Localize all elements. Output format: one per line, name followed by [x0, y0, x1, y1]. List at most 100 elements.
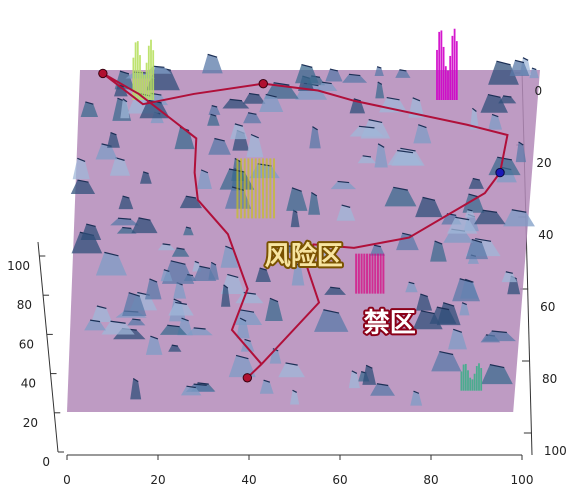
terrain-ridge [439, 350, 454, 356]
terrain-hill [488, 61, 519, 85]
y-tick-label: 0 [535, 84, 543, 98]
terrain-ridge [77, 179, 89, 183]
terrain-hill [309, 126, 321, 149]
terrain-hill [168, 302, 194, 316]
terrain-hill [273, 245, 300, 253]
terrain-hill [375, 81, 385, 99]
terrain-ridge [322, 81, 332, 85]
terrain-hill [183, 274, 197, 282]
terrain-ridge [234, 123, 244, 127]
terrain-ridge [362, 155, 372, 158]
terrain-hill [265, 298, 283, 322]
terrain-hill [430, 241, 447, 262]
terrain-hill [197, 169, 212, 190]
terrain-ridge [522, 57, 529, 61]
z-tick-label: 60 [19, 337, 34, 351]
terrain-ridge [128, 292, 140, 297]
terrain-hill [130, 378, 142, 400]
terrain-ridge [489, 364, 505, 369]
terrain-hill [474, 210, 506, 225]
terrain-hill [236, 318, 250, 339]
terrain-ridge [77, 157, 86, 163]
terrain-ridge [380, 313, 394, 318]
terrain-hill [314, 309, 349, 332]
terrain-ridge [223, 284, 229, 289]
terrain-ridge [96, 305, 107, 309]
terrain-ridge [162, 243, 171, 246]
terrain-hill [114, 84, 128, 97]
terrain-ridge [482, 209, 498, 213]
route-line [102, 72, 509, 379]
terrain-ridge [311, 192, 318, 197]
terrain-hill [249, 163, 280, 179]
terrain-ridge [207, 53, 218, 58]
terrain-ridge [176, 247, 185, 250]
terrain-hill [139, 100, 170, 119]
z-tick-label: 20 [23, 416, 38, 430]
terrain-ridge [150, 335, 159, 340]
terrain-ridge [443, 302, 455, 307]
y-tick-label: 100 [544, 444, 567, 458]
terrain-hill [416, 294, 433, 311]
terrain-hill [330, 181, 357, 190]
terrain-ridge [171, 344, 178, 347]
z-tick-label: 0 [42, 455, 50, 469]
terrain-hill [501, 271, 517, 283]
terrain-ridge [115, 157, 125, 161]
terrain-ridge [351, 370, 358, 374]
terrain-hill [431, 351, 462, 372]
terrain-hill [242, 93, 266, 104]
terrain-ridge [497, 156, 512, 161]
terrain-hill [412, 310, 443, 330]
terrain-ridge [291, 187, 302, 192]
terrain-ridge [138, 217, 151, 221]
y-tick-label: 80 [542, 372, 557, 386]
terrain-ridge [227, 273, 239, 278]
terrain-hill [101, 321, 135, 335]
terrain-hill [193, 266, 217, 282]
terrain-ridge [280, 244, 293, 247]
terrain-ridge [239, 317, 247, 322]
terrain-hill [246, 134, 264, 158]
terrain-ridge [376, 383, 389, 387]
terrain-ridge [365, 364, 373, 369]
x-tick-label: 20 [150, 473, 165, 487]
terrain-ridge [348, 73, 361, 77]
terrain-hill [288, 250, 301, 262]
terrain-ridge [491, 113, 499, 118]
x-tick-label: 80 [423, 473, 438, 487]
x-tick-label: 100 [511, 473, 534, 487]
terrain-hill [202, 54, 223, 74]
terrain-ridge [259, 267, 267, 271]
terrain-ridge [505, 271, 513, 274]
terrain-hill [357, 155, 376, 164]
terrain-hill [529, 68, 539, 79]
terrain-ridge [117, 217, 132, 220]
terrain-hill [317, 250, 330, 264]
terrain-hill [447, 217, 478, 234]
y-tick-label: 40 [538, 228, 553, 242]
terrain-hill [144, 278, 162, 300]
terrain-hill [468, 178, 484, 189]
terrain-ridge [337, 180, 350, 184]
terrain-hill [72, 158, 90, 180]
terrain-hill [70, 180, 96, 195]
terrain-ridge [353, 98, 362, 102]
terrain-ridge [119, 70, 130, 75]
peaks-layer [132, 28, 483, 391]
terrain-hill [222, 99, 250, 109]
terrain-ridge [376, 66, 382, 69]
terrain-hill [480, 94, 508, 113]
waypoint-marker [98, 68, 108, 79]
terrain-ridge [210, 261, 217, 266]
terrain-ridge [185, 226, 191, 229]
terrain-ridge [511, 209, 527, 213]
terrain-ridge [453, 328, 463, 333]
terrain-ridge [436, 306, 450, 311]
terrain-hill [173, 282, 187, 299]
terrain-ridge [514, 59, 525, 64]
terrain-ridge [312, 126, 318, 131]
terrain-hill [396, 233, 419, 251]
terrain-hill [208, 105, 221, 115]
